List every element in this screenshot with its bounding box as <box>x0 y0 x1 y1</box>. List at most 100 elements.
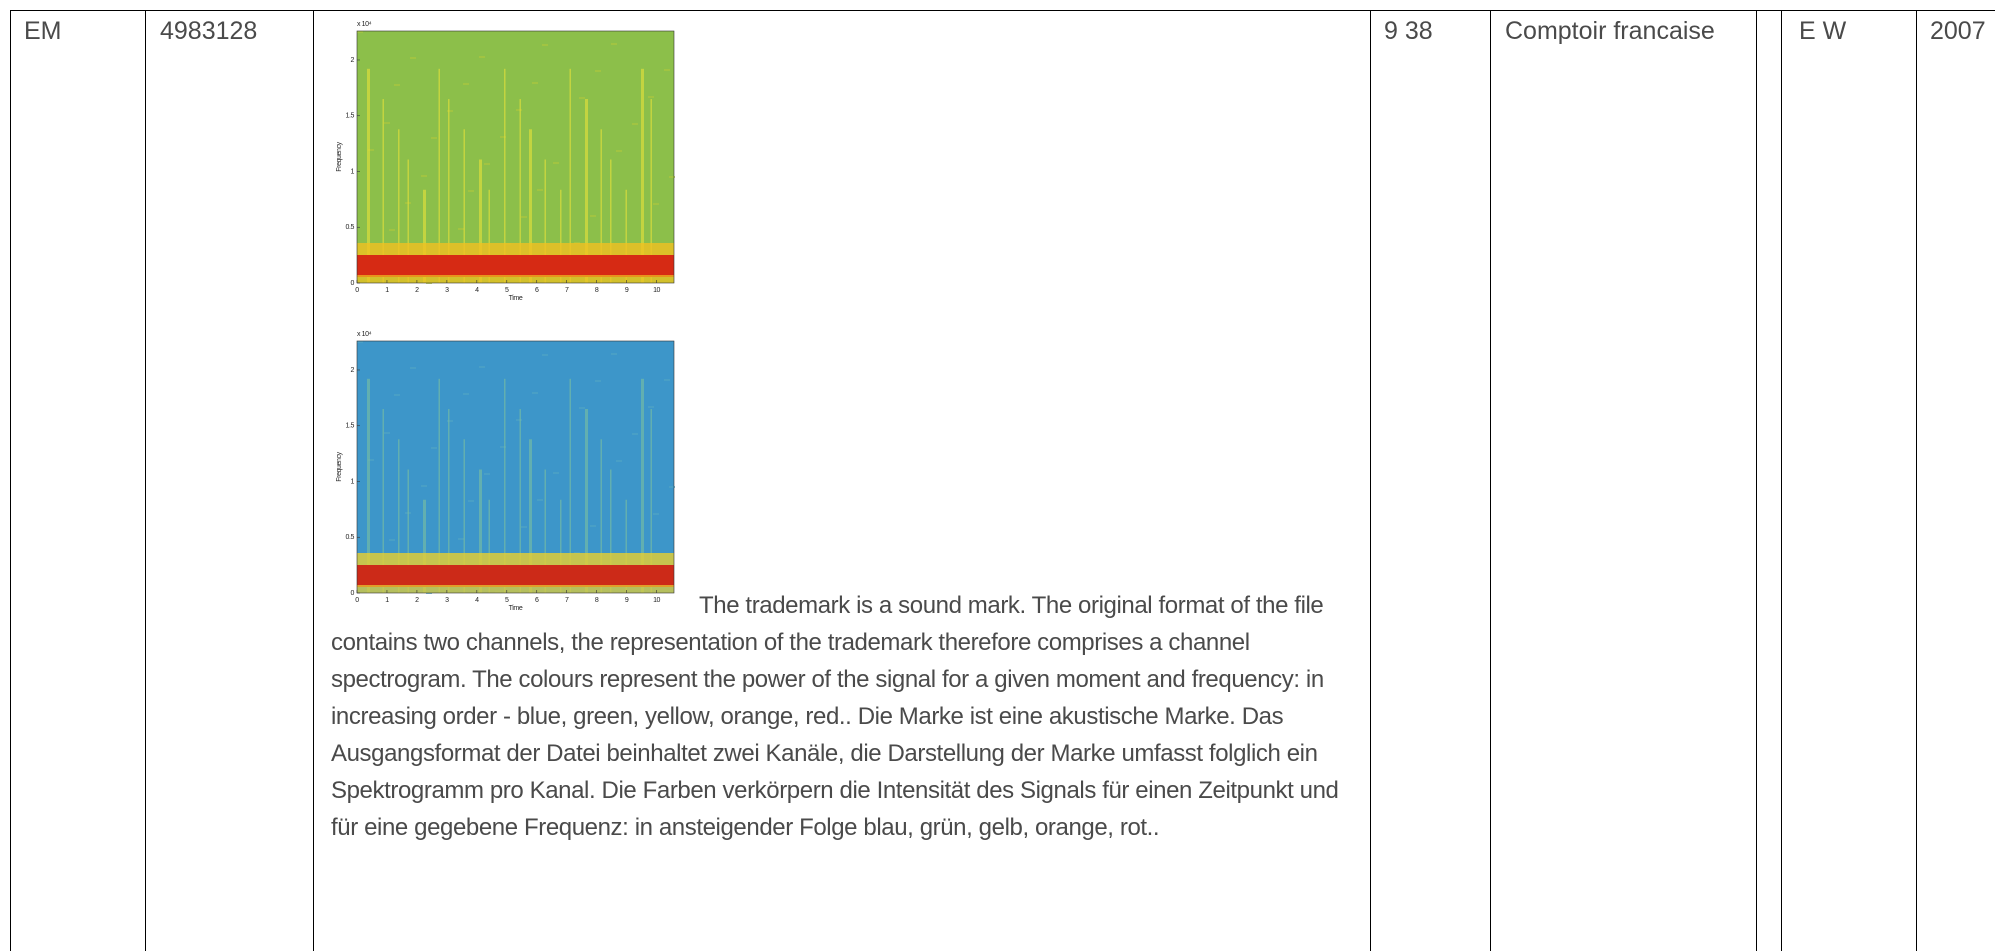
exponent: x 10⁴ <box>357 21 372 28</box>
x-tick-label: 9 <box>625 597 629 604</box>
column-border <box>1781 10 1782 951</box>
streak <box>398 439 400 593</box>
x-tick-label: 5 <box>505 597 509 604</box>
texture <box>479 56 485 58</box>
texture <box>664 69 670 71</box>
streak <box>407 159 409 283</box>
x-tick-label: 4 <box>475 287 479 294</box>
x-tick-label: 7 <box>565 597 569 604</box>
texture <box>669 486 675 488</box>
texture <box>394 394 400 396</box>
texture <box>542 44 548 46</box>
y-tick-label: 2 <box>351 57 355 64</box>
x-tick-label: 0 <box>355 597 359 604</box>
column-border <box>1756 10 1757 951</box>
texture <box>410 57 416 59</box>
texture <box>595 70 601 72</box>
texture <box>590 215 596 217</box>
spectrogram: x 10⁴ Frequency Time 0 0.5 1 1.5 2 0 1 2 3 4 5 6 7 8 9 10 <box>336 331 675 612</box>
texture <box>463 393 469 395</box>
y-tick-label: 0 <box>351 590 355 597</box>
x-tick-label: 6 <box>535 597 539 604</box>
texture <box>447 420 453 422</box>
x-tick-label: 8 <box>595 287 599 294</box>
texture <box>611 353 617 355</box>
texture <box>484 473 490 475</box>
x-tick-label: 5 <box>505 287 509 294</box>
number: 4983128 <box>160 17 258 45</box>
description-cell: x 10⁴ Frequency Time 0 0.5 1 1.5 2 0 1 2 3 4 5 6 7 8 9 10 … <box>331 18 1351 846</box>
texture <box>458 228 464 230</box>
low-band <box>357 255 674 277</box>
texture <box>632 433 638 435</box>
texture <box>532 392 538 394</box>
streak <box>504 378 506 593</box>
x-tick-label: 10 <box>653 597 660 604</box>
streak <box>488 499 490 593</box>
texture <box>632 123 638 125</box>
column-border <box>145 10 146 951</box>
representative: E W <box>1799 17 1847 45</box>
streak <box>569 68 571 283</box>
texture <box>648 406 654 408</box>
plot-background <box>357 341 674 593</box>
texture <box>479 366 485 368</box>
streak <box>650 99 652 283</box>
x-axis-label: Time <box>509 295 523 302</box>
streak <box>448 409 450 593</box>
x-tick-label: 8 <box>595 597 599 604</box>
texture <box>579 97 585 99</box>
y-tick-label: 1.5 <box>345 113 354 120</box>
streak <box>519 409 521 593</box>
column-border <box>1490 10 1491 951</box>
x-axis-label: Time <box>509 605 523 612</box>
texture <box>664 379 670 381</box>
streak <box>560 189 562 283</box>
description: The trademark is a sound mark. The origi… <box>331 592 1339 841</box>
x-tick-label: 6 <box>535 287 539 294</box>
texture <box>553 472 559 474</box>
texture <box>616 150 622 152</box>
y-tick-label: 0.5 <box>345 534 354 541</box>
texture <box>384 122 390 124</box>
texture <box>368 149 374 151</box>
plot-background <box>357 31 674 283</box>
texture <box>394 84 400 86</box>
texture <box>521 216 527 218</box>
texture <box>653 513 659 515</box>
streak <box>600 129 602 283</box>
texture <box>521 526 527 528</box>
y-tick-label: 1.5 <box>345 423 354 430</box>
streak <box>600 439 602 593</box>
streak <box>625 189 627 283</box>
x-tick-label: 0 <box>355 287 359 294</box>
texture <box>669 176 675 178</box>
column-border <box>10 10 11 951</box>
streak <box>544 159 546 283</box>
streak <box>641 378 644 593</box>
spectrogram: x 10⁴ Frequency Time 0 0.5 1 1.5 2 0 1 2 3 4 5 6 7 8 9 10 <box>336 21 675 302</box>
streak <box>585 409 588 593</box>
texture <box>653 203 659 205</box>
streak <box>438 378 440 593</box>
texture <box>389 229 395 231</box>
texture <box>537 189 543 191</box>
texture <box>553 162 559 164</box>
streak <box>610 159 612 283</box>
streak <box>529 129 532 283</box>
texture <box>468 500 474 502</box>
streak <box>504 68 506 283</box>
texture <box>611 43 617 45</box>
column-border <box>1916 10 1917 951</box>
texture <box>463 83 469 85</box>
streak <box>529 439 532 593</box>
streak <box>463 439 465 593</box>
streak <box>560 499 562 593</box>
column-border <box>1370 10 1371 951</box>
streak <box>650 409 652 593</box>
plot-frame <box>356 30 675 284</box>
streak <box>479 469 482 593</box>
x-tick-label: 2 <box>415 287 419 294</box>
streak <box>423 499 426 593</box>
